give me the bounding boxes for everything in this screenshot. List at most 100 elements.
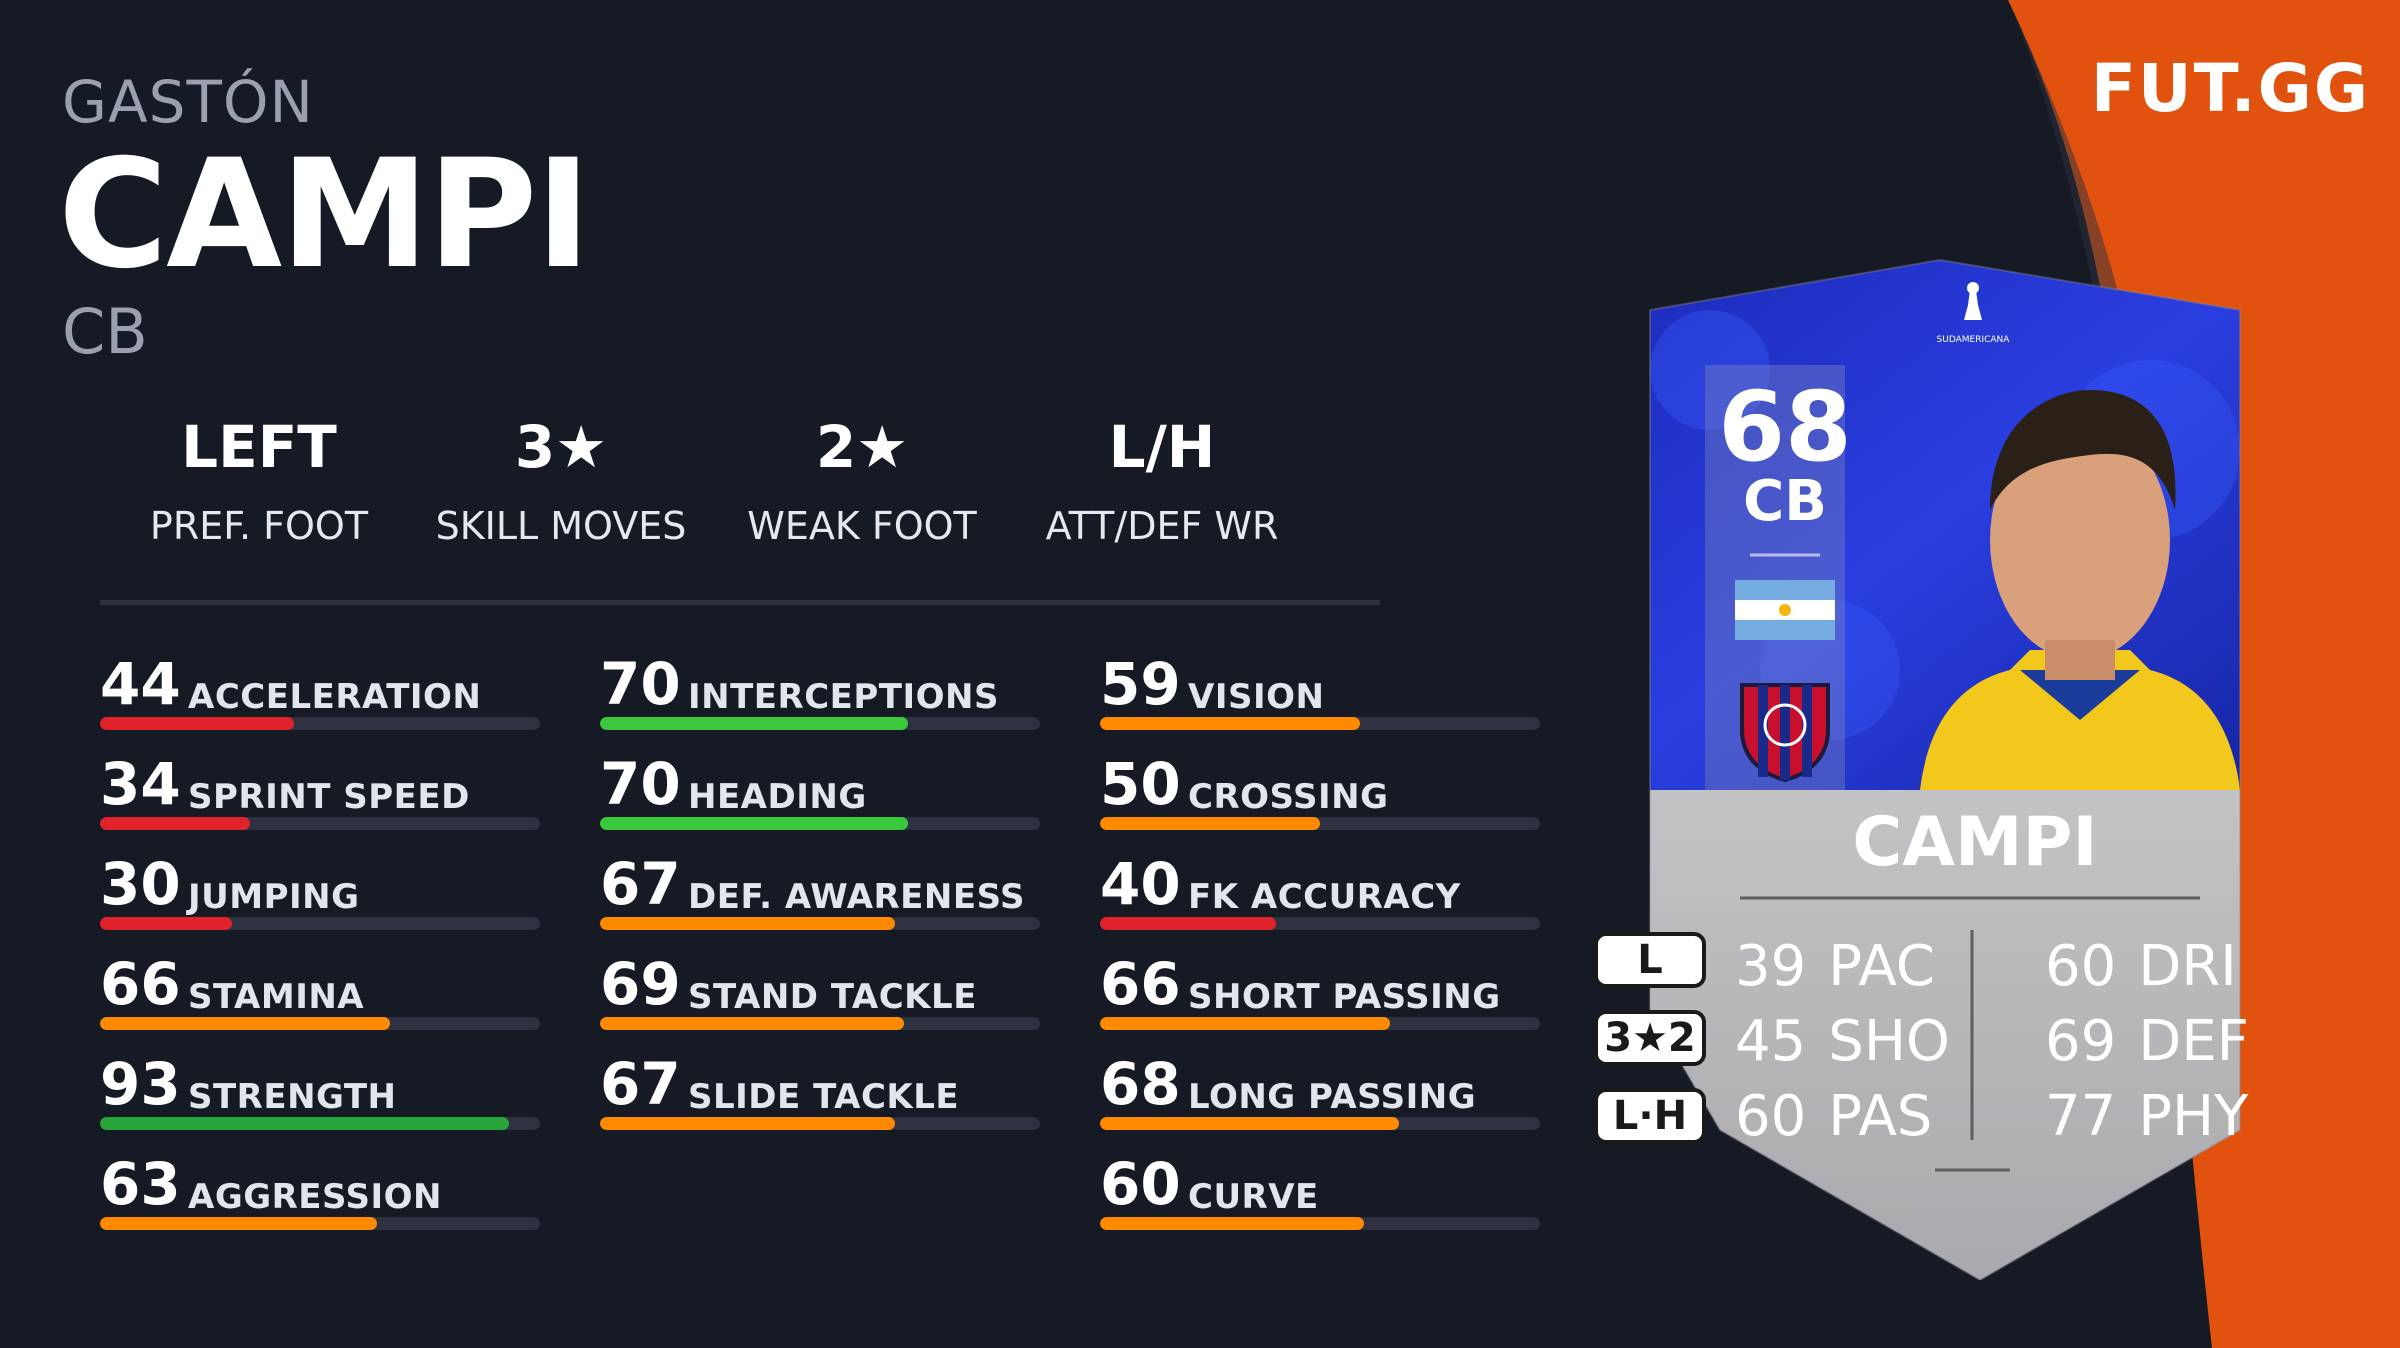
stat-sprint-speed: 34 SPRINT SPEED <box>100 750 540 830</box>
stat-value: 34 <box>100 750 181 818</box>
stat-bar-fill <box>1100 1117 1400 1130</box>
stat-bar-fill <box>600 817 908 830</box>
stat-label: FK ACCURACY <box>1188 877 1461 917</box>
stat-bar-fill <box>100 717 294 730</box>
stat-bar-track <box>1100 917 1540 930</box>
stat-crossing: 50 CROSSING <box>1100 755 1540 830</box>
pill-work-rate: L·H <box>1594 1088 1706 1144</box>
info-work-rate: L/H ATT/DEF WR <box>1040 418 1284 548</box>
competition-logo-icon: SUDAMERICANA <box>1937 282 2011 345</box>
stat-value: 59 <box>1100 650 1181 718</box>
stat-bar-track <box>100 1117 540 1130</box>
stat-bar-track <box>100 717 540 730</box>
stat-bar-track <box>600 1117 1040 1130</box>
stat-label: LONG PASSING <box>1188 1077 1477 1117</box>
brand-logo[interactable]: FUT.GG <box>2090 50 2370 127</box>
stat-fk-accuracy: 40 FK ACCURACY <box>1100 850 1540 930</box>
stat-bar-track <box>100 917 540 930</box>
stat-bar-fill <box>1100 1017 1391 1030</box>
info-value: 3★ <box>514 413 608 481</box>
attr-dri: 60 DRI <box>2045 934 2237 999</box>
stat-label: STRENGTH <box>188 1077 397 1117</box>
stat-label: CURVE <box>1188 1177 1319 1217</box>
divider <box>100 600 1380 605</box>
stat-bar-fill <box>600 1017 904 1030</box>
stat-aggression: 63 AGGRESSION <box>100 1150 540 1230</box>
stat-value: 63 <box>100 1150 181 1218</box>
info-label: SKILL MOVES <box>435 504 687 548</box>
stat-label: STAND TACKLE <box>688 977 977 1017</box>
info-pref-foot: LEFT PREF. FOOT <box>148 418 370 548</box>
stat-bar-track <box>1100 1217 1540 1230</box>
stat-value: 70 <box>600 750 681 818</box>
stat-bar-fill <box>100 1017 391 1030</box>
stat-stand-tackle: 69 STAND TACKLE <box>600 950 1040 1030</box>
stat-interceptions: 70 INTERCEPTIONS <box>600 650 1040 730</box>
player-card: 68 CB SUDAMERICANA CAMPI 39 PAC 45 SHO 60 P… <box>1649 258 2249 1280</box>
info-value: 2★ <box>815 413 909 481</box>
stat-value: 67 <box>600 850 681 918</box>
info-value: LEFT <box>181 413 337 481</box>
stat-bar-track <box>600 717 1040 730</box>
stat-label: HEADING <box>688 777 867 817</box>
stat-label: CROSSING <box>1188 777 1389 817</box>
stat-bar-fill <box>1100 717 1360 730</box>
stat-value: 66 <box>1100 950 1181 1018</box>
pill-skill-weak: 3★2 <box>1594 1010 1706 1066</box>
stat-bar-track <box>1100 1017 1540 1030</box>
stat-value: 66 <box>100 950 181 1018</box>
stat-label: ACCELERATION <box>188 677 482 717</box>
stat-label: SLIDE TACKLE <box>688 1077 960 1117</box>
card-rating: 68 <box>1718 371 1852 483</box>
player-last-name: CAMPI <box>58 128 591 302</box>
stat-bar-track <box>1100 717 1540 730</box>
stat-bar-track <box>600 817 1040 830</box>
stat-value: 69 <box>600 950 681 1018</box>
stat-bar-track <box>600 1017 1040 1030</box>
stat-bar-track <box>100 1017 540 1030</box>
stat-bar-track <box>1100 1117 1540 1130</box>
stat-stamina: 66 STAMINA <box>100 950 540 1030</box>
stat-value: 44 <box>100 650 181 718</box>
club-badge-icon <box>1740 683 1830 783</box>
stat-bar-fill <box>600 917 895 930</box>
attr-pac: 39 PAC <box>1735 934 1935 999</box>
stat-short-passing: 66 SHORT PASSING <box>1100 950 1540 1030</box>
competition-logo-text: SUDAMERICANA <box>1937 335 2011 345</box>
attr-def: 69 DEF <box>2045 1009 2249 1074</box>
stat-label: SPRINT SPEED <box>188 777 470 817</box>
stat-jumping: 30 JUMPING <box>100 850 540 930</box>
stat-bar-track <box>100 1217 540 1230</box>
stat-bar-fill <box>600 717 908 730</box>
attr-phy: 77 PHY <box>2045 1084 2249 1149</box>
stat-bar-fill <box>1100 917 1276 930</box>
stat-value: 30 <box>100 850 181 918</box>
stat-bar-fill <box>100 1217 378 1230</box>
stat-label: DEF. AWARENESS <box>688 877 1026 917</box>
stat-heading: 70 HEADING <box>600 750 1040 830</box>
stat-bar-track <box>600 917 1040 930</box>
stat-long-passing: 68 LONG PASSING <box>1100 1050 1540 1130</box>
attr-pas: 60 PAS <box>1735 1084 1932 1149</box>
stat-bar-track <box>1100 817 1540 830</box>
stat-label: SHORT PASSING <box>1188 977 1501 1017</box>
attr-sho: 45 SHO <box>1735 1009 1950 1074</box>
info-weak-foot: 2★ WEAK FOOT <box>744 418 980 548</box>
stat-bar-fill <box>100 817 250 830</box>
stat-bar-track <box>100 817 540 830</box>
player-first-name: GASTÓN <box>62 68 314 136</box>
stat-label: VISION <box>1188 677 1325 717</box>
stat-value: 68 <box>1100 1050 1181 1118</box>
info-value: L/H <box>1108 413 1216 481</box>
stat-bar-fill <box>1100 817 1320 830</box>
stat-bar-fill <box>1100 1217 1364 1230</box>
stat-value: 60 <box>1100 1150 1181 1218</box>
stat-label: AGGRESSION <box>188 1177 442 1217</box>
player-photo <box>1920 390 2240 790</box>
stat-value: 67 <box>600 1050 681 1118</box>
stat-value: 40 <box>1100 850 1181 918</box>
stat-slide-tackle: 67 SLIDE TACKLE <box>600 1050 1040 1130</box>
stat-value: 70 <box>600 650 681 718</box>
card-position: CB <box>1743 469 1827 534</box>
info-skill-moves: 3★ SKILL MOVES <box>430 418 692 548</box>
